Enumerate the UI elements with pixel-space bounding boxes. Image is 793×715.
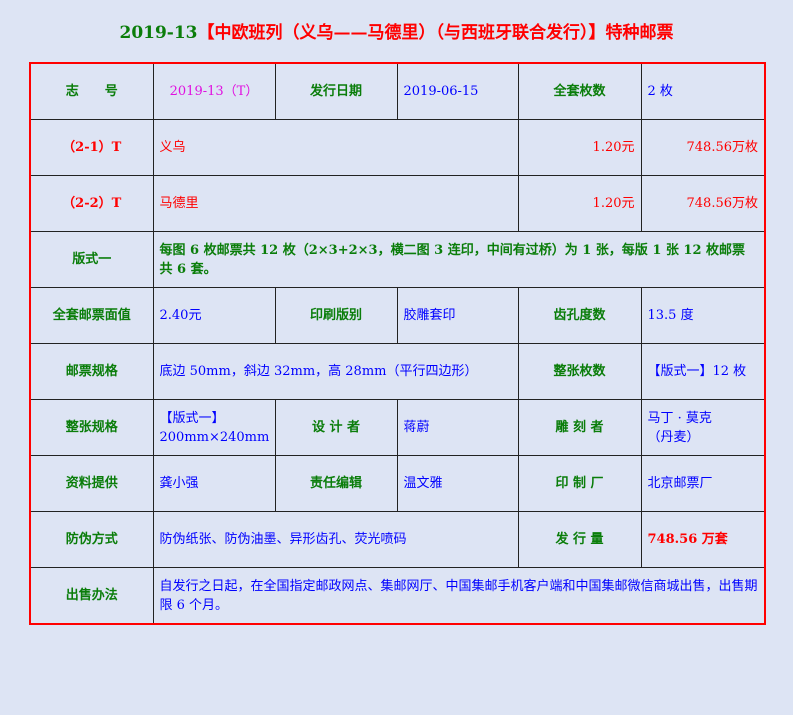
label-print-method: 印刷版别 [274, 287, 398, 344]
table-row: （2-1）T 义乌 1.20元 748.56万枚 [29, 119, 766, 176]
label-anti-counterfeit: 防伪方式 [29, 511, 154, 568]
table-row: 防伪方式 防伪纸张、防伪油墨、异形齿孔、荧光喷码 发 行 量 748.56 万套 [29, 511, 766, 568]
value-stamp-1-qty: 748.56万枚 [640, 119, 766, 176]
sheet-size-dimensions: 200mm×240mm [159, 429, 270, 445]
table-row: 出售办法 自发行之日起，在全国指定邮政网点、集邮网厅、中国集邮手机客户端和中国集… [29, 567, 766, 625]
table-row: 版式一 每图 6 枚邮票共 12 枚（2×3+2×3，横二图 3 连印，中间有过… [29, 231, 766, 288]
value-editor: 温文雅 [396, 455, 519, 512]
stamp-info-table: 志 号 2019-13（T） 发行日期 2019-06-15 全套枚数 2 枚 … [29, 62, 766, 625]
label-designer: 设 计 者 [274, 399, 398, 456]
value-stamp-1-price: 1.20元 [517, 119, 642, 176]
value-print-method: 胶雕套印 [396, 287, 519, 344]
engraver-name: 马丁 · 莫克 [647, 410, 712, 426]
value-printer: 北京邮票厂 [640, 455, 766, 512]
value-set-count: 2 枚 [640, 62, 766, 120]
label-editor: 责任编辑 [274, 455, 398, 512]
label-sales-method: 出售办法 [29, 567, 154, 625]
label-stamp-1: （2-1）T [29, 119, 154, 176]
value-serial: 2019-13（T） [152, 62, 276, 120]
label-sheet-size: 整张规格 [29, 399, 154, 456]
label-perforation: 齿孔度数 [517, 287, 642, 344]
page-title: 2019-13【中欧班列（义乌——马德里）（与西班牙联合发行）】特种邮票 [0, 18, 793, 43]
title-code: 2019-13 [119, 23, 198, 43]
value-engraver: 马丁 · 莫克 （丹麦） [640, 399, 766, 456]
value-designer: 蒋蔚 [396, 399, 519, 456]
label-serial: 志 号 [29, 62, 154, 120]
value-stamp-2-qty: 748.56万枚 [640, 175, 766, 232]
value-sheet-size: 【版式一】 200mm×240mm [152, 399, 276, 456]
label-stamp-2: （2-2）T [29, 175, 154, 232]
value-sheet-count: 【版式一】12 枚 [640, 343, 766, 400]
table-row: 邮票规格 底边 50mm，斜边 32mm，高 28mm（平行四边形） 整张枚数 … [29, 343, 766, 400]
value-stamp-size: 底边 50mm，斜边 32mm，高 28mm（平行四边形） [152, 343, 519, 400]
label-printer: 印 制 厂 [517, 455, 642, 512]
value-anti-counterfeit: 防伪纸张、防伪油墨、异形齿孔、荧光喷码 [152, 511, 519, 568]
table-row: （2-2）T 马德里 1.20元 748.56万枚 [29, 175, 766, 232]
label-sheet-count: 整张枚数 [517, 343, 642, 400]
value-perforation: 13.5 度 [640, 287, 766, 344]
value-stamp-1-name: 义乌 [152, 119, 519, 176]
label-engraver: 雕 刻 者 [517, 399, 642, 456]
value-sales-method: 自发行之日起，在全国指定邮政网点、集邮网厅、中国集邮手机客户端和中国集邮微信商城… [152, 567, 766, 625]
value-stamp-2-name: 马德里 [152, 175, 519, 232]
title-name: 【中欧班列（义乌——马德里）（与西班牙联合发行）】特种邮票 [197, 23, 674, 43]
engraver-country: （丹麦） [647, 429, 700, 445]
label-issue-date: 发行日期 [274, 62, 398, 120]
table-row: 整张规格 【版式一】 200mm×240mm 设 计 者 蒋蔚 雕 刻 者 马丁 … [29, 399, 766, 456]
label-stamp-size: 邮票规格 [29, 343, 154, 400]
value-stamp-2-price: 1.20元 [517, 175, 642, 232]
label-source: 资料提供 [29, 455, 154, 512]
table-row: 全套邮票面值 2.40元 印刷版别 胶雕套印 齿孔度数 13.5 度 [29, 287, 766, 344]
value-format: 每图 6 枚邮票共 12 枚（2×3+2×3，横二图 3 连印，中间有过桥）为 … [152, 231, 766, 288]
table-row: 志 号 2019-13（T） 发行日期 2019-06-15 全套枚数 2 枚 [29, 62, 766, 120]
value-circulation: 748.56 万套 [640, 511, 766, 568]
value-issue-date: 2019-06-15 [396, 62, 519, 120]
label-set-count: 全套枚数 [517, 62, 642, 120]
label-face-value: 全套邮票面值 [29, 287, 154, 344]
label-circulation: 发 行 量 [517, 511, 642, 568]
value-source: 龚小强 [152, 455, 276, 512]
value-face-value: 2.40元 [152, 287, 276, 344]
label-format: 版式一 [29, 231, 154, 288]
table-row: 资料提供 龚小强 责任编辑 温文雅 印 制 厂 北京邮票厂 [29, 455, 766, 512]
sheet-size-format: 【版式一】 [159, 410, 225, 426]
